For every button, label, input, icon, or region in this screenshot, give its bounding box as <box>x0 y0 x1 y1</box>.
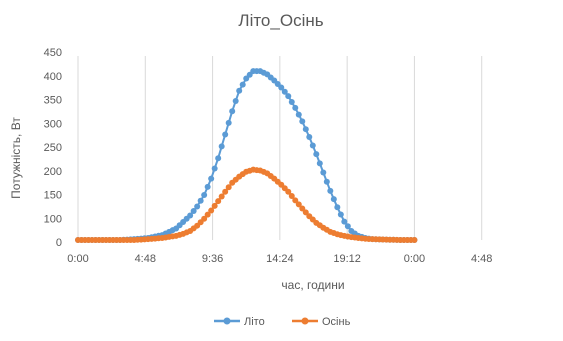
legend-swatch-marker <box>301 317 309 325</box>
data-point <box>190 207 197 214</box>
data-point <box>201 215 208 222</box>
x-axis-label: час, години <box>281 278 344 292</box>
legend-item-1: Осінь <box>292 316 351 328</box>
data-point <box>215 198 222 205</box>
y-tick-label: 200 <box>44 166 62 178</box>
data-point <box>285 188 292 195</box>
y-tick-label: 0 <box>56 237 62 249</box>
data-point <box>208 207 215 214</box>
legend-swatch-marker <box>223 317 231 325</box>
data-point <box>292 197 299 204</box>
data-point <box>281 88 288 95</box>
data-point <box>320 169 327 176</box>
data-point <box>316 160 323 167</box>
y-tick-label: 100 <box>44 213 62 225</box>
legend-label: Осінь <box>322 316 351 328</box>
data-point <box>295 111 302 118</box>
data-point <box>208 175 215 182</box>
series-line <box>78 168 415 241</box>
data-point <box>222 131 229 138</box>
x-tick-label: 19:12 <box>333 253 361 265</box>
data-point <box>334 204 341 211</box>
x-tick-label: 4:48 <box>135 253 156 265</box>
data-point <box>295 201 302 208</box>
x-tick-label: 0:00 <box>404 253 425 265</box>
data-point <box>236 87 243 94</box>
series-1 <box>75 166 418 243</box>
data-point <box>239 81 246 88</box>
data-point <box>225 119 232 126</box>
data-point <box>299 205 306 212</box>
data-point <box>187 212 194 219</box>
data-point <box>204 183 211 190</box>
data-point <box>306 133 313 140</box>
series-layer <box>75 68 418 243</box>
y-tick-label: 400 <box>44 71 62 83</box>
data-point <box>313 151 320 158</box>
data-point <box>222 188 229 195</box>
data-point <box>285 93 292 100</box>
data-point <box>278 84 285 91</box>
data-point <box>232 97 239 104</box>
y-axis-label: Потужність, Вт <box>9 117 23 199</box>
chart-title: Літо_Осінь <box>238 11 323 30</box>
y-tick-label: 350 <box>44 95 62 107</box>
y-tick-label: 150 <box>44 190 62 202</box>
legend-label: Літо <box>244 316 265 328</box>
data-point <box>229 108 236 115</box>
y-tick-label: 300 <box>44 118 62 130</box>
data-point <box>218 193 225 200</box>
data-point <box>341 218 348 225</box>
data-point <box>302 209 309 216</box>
y-tick-label: 250 <box>44 142 62 154</box>
data-point <box>302 126 309 133</box>
data-point <box>211 202 218 209</box>
data-point <box>337 211 344 218</box>
series-line <box>78 70 415 241</box>
data-point <box>292 104 299 111</box>
y-tick-label: 450 <box>44 47 62 59</box>
data-point <box>309 142 316 149</box>
legend-item-0: Літо <box>214 316 265 328</box>
data-point <box>288 99 295 105</box>
data-point <box>411 237 418 243</box>
data-point <box>327 187 334 194</box>
data-point <box>323 178 330 185</box>
series-0 <box>75 68 418 243</box>
data-point <box>218 143 225 150</box>
data-point <box>215 155 222 162</box>
data-point <box>330 196 337 203</box>
data-point <box>299 118 306 125</box>
data-point <box>288 193 295 200</box>
data-point <box>197 197 204 204</box>
x-tick-label: 4:48 <box>471 253 492 265</box>
data-point <box>201 192 208 199</box>
data-point <box>225 184 232 191</box>
x-tick-label: 9:36 <box>202 253 223 265</box>
data-point <box>194 203 201 210</box>
y-axis-ticks: 0 100 150 200 250 300 350 400 450 <box>44 47 62 249</box>
x-tick-label: 0:00 <box>67 253 88 265</box>
x-axis-ticks: 0:00 4:48 9:36 14:24 19:12 0:00 4:48 <box>67 253 492 265</box>
data-point <box>344 223 351 230</box>
data-point <box>211 165 218 172</box>
data-point <box>204 211 211 218</box>
x-tick-label: 14:24 <box>266 253 294 265</box>
chart-legend: Літо Осінь <box>214 316 351 328</box>
